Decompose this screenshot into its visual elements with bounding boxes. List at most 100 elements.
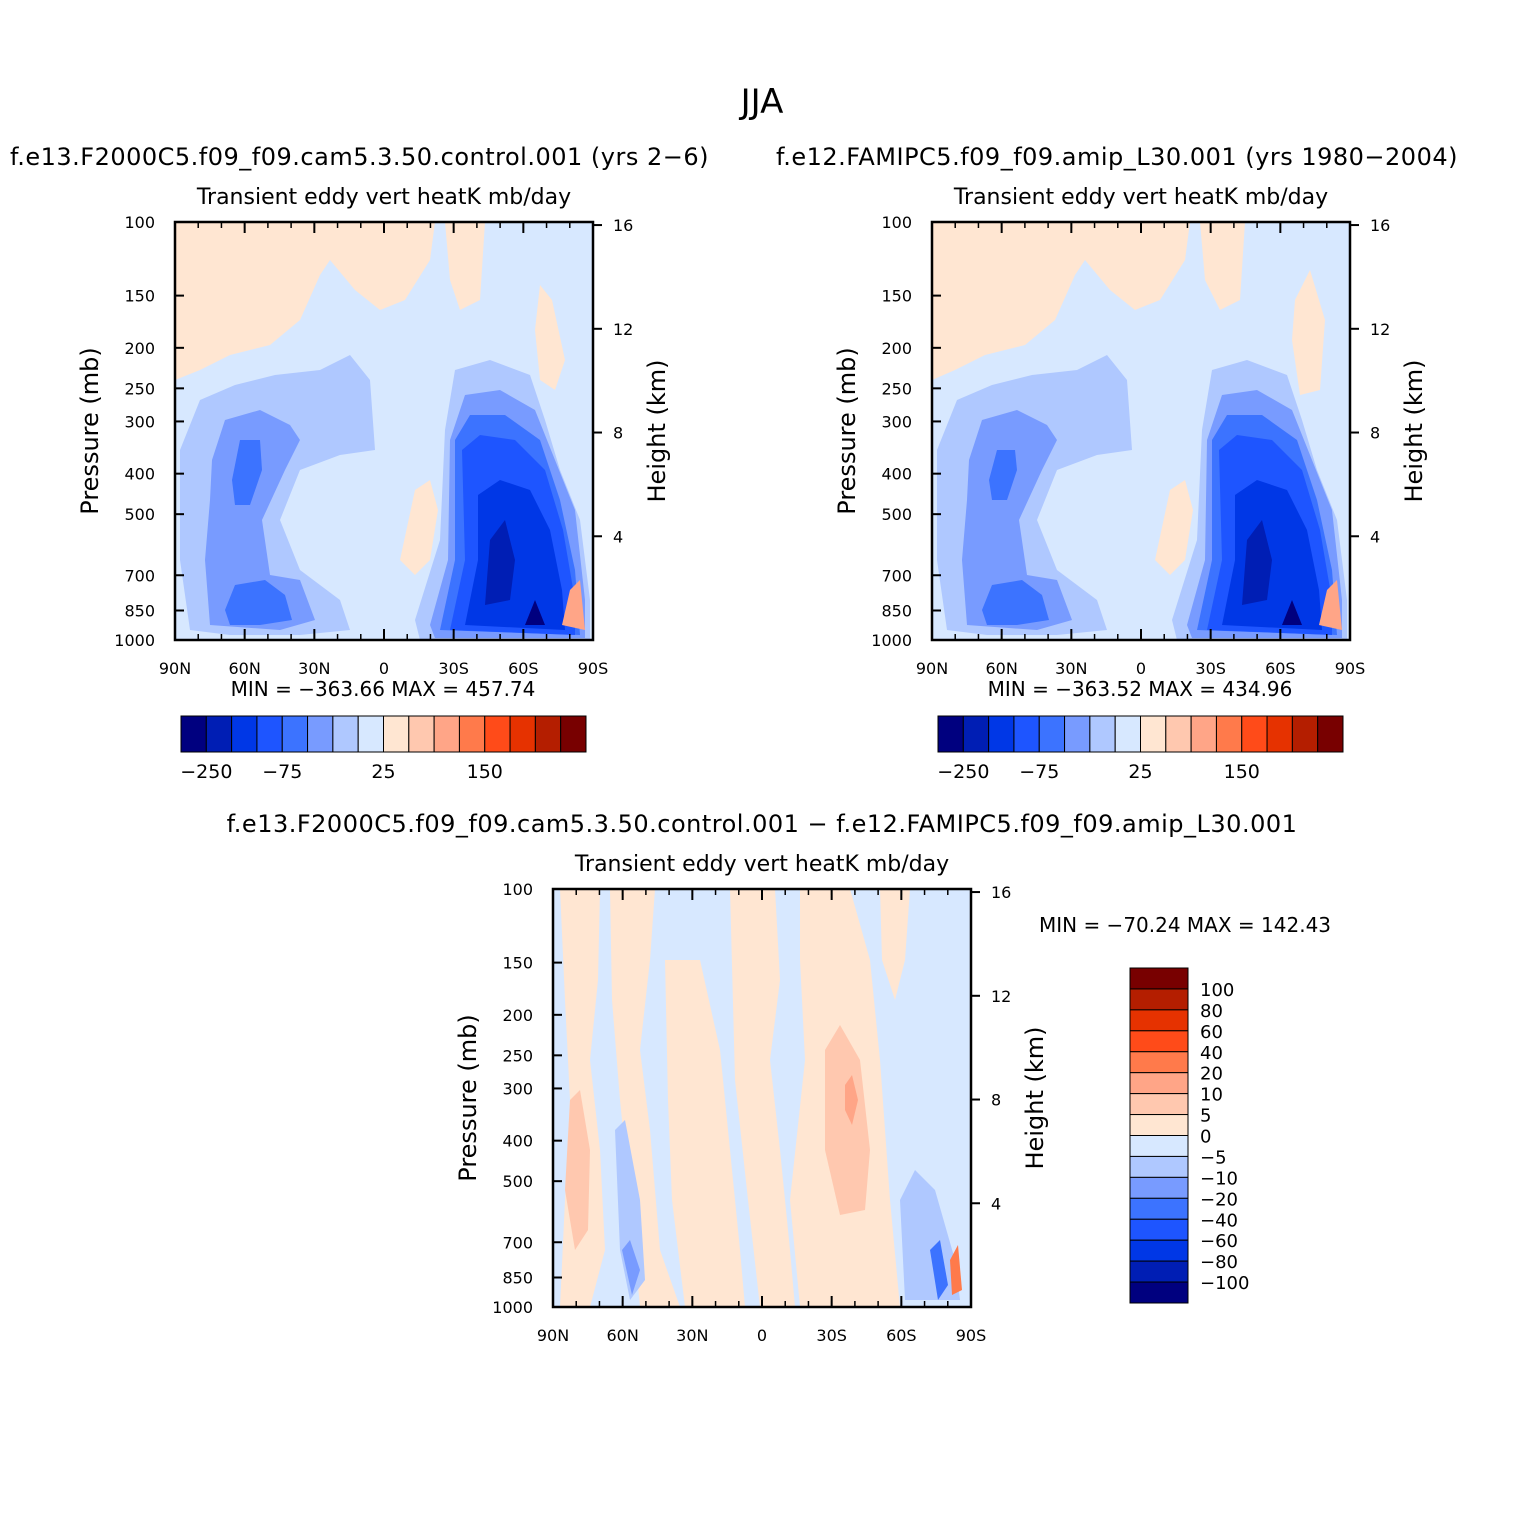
plot1-ytick-label: 150 bbox=[124, 287, 155, 306]
plot2-ytick-label: 700 bbox=[881, 566, 912, 585]
plot3-colorbar-label: 10 bbox=[1200, 1085, 1223, 1106]
plot3-colorbar-box bbox=[1129, 1093, 1189, 1116]
plot3-ytick-label: 1000 bbox=[492, 1298, 533, 1317]
plot2-colorbar-box bbox=[1089, 715, 1116, 753]
plot1-ylabel-right: Height (km) bbox=[643, 360, 671, 503]
plot2-xtick-label: 30N bbox=[1055, 659, 1087, 678]
plot2-ytick-right-label: 8 bbox=[1370, 424, 1380, 443]
plot3-contour-orange-3 bbox=[845, 1075, 858, 1125]
chart-panel-1: 100150200250300400500700850100048121690N… bbox=[76, 185, 671, 783]
plot1-contour-sh-6 bbox=[485, 520, 515, 605]
plot1-ytick-label: 100 bbox=[124, 213, 155, 232]
plot3-colorbar-box bbox=[1129, 1114, 1189, 1136]
plot3-ytick-right-label: 8 bbox=[991, 1091, 1001, 1110]
plot3-colorbar-box bbox=[1129, 1197, 1189, 1220]
plot3-ytick-label: 300 bbox=[502, 1079, 533, 1098]
plot2-ytick-right-label: 12 bbox=[1370, 320, 1390, 339]
plot1-contour-nh-3 bbox=[232, 440, 262, 505]
plot3-xtick-label: 90N bbox=[537, 1326, 569, 1345]
plot3-contour-blue-4 bbox=[930, 1240, 948, 1300]
page-title: JJA bbox=[740, 82, 784, 122]
plot1-colorbar-label: −250 bbox=[180, 761, 232, 783]
plot2-contour-nh-2 bbox=[962, 410, 1072, 630]
plot2-xtick-label: 90N bbox=[916, 659, 948, 678]
plot3-colorbar-box bbox=[1129, 1051, 1189, 1074]
plot3-colorbar-box bbox=[1129, 1176, 1189, 1199]
plot3-contour-blue-3 bbox=[900, 1170, 960, 1300]
plot2-contour-polar-positive bbox=[1319, 580, 1342, 630]
plot1-ylabel: Pressure (mb) bbox=[76, 347, 104, 514]
plot3-colorbar-box bbox=[1129, 1155, 1189, 1178]
plot3-colorbar-box bbox=[1129, 988, 1189, 1011]
plot3-ytick-label: 150 bbox=[502, 954, 533, 973]
plot2-ylabel: Pressure (mb) bbox=[833, 347, 861, 514]
plot3-colorbar-box bbox=[1129, 1030, 1189, 1053]
plot3-ytick-label: 400 bbox=[502, 1132, 533, 1151]
plot3-xtick-label: 60N bbox=[607, 1326, 639, 1345]
plot2-colorbar-box bbox=[1114, 715, 1141, 753]
plot3-contour-red-1 bbox=[950, 1245, 962, 1295]
plot3-ytick-right-label: 12 bbox=[991, 987, 1011, 1006]
plot2-ytick-label: 150 bbox=[881, 287, 912, 306]
plot3-colorbar-label: −20 bbox=[1200, 1189, 1238, 1210]
plot1-ytick-right-label: 4 bbox=[613, 527, 623, 546]
plot1-colorbar-label: −75 bbox=[262, 761, 302, 783]
plot3-colorbar-label: −80 bbox=[1200, 1252, 1238, 1273]
plot2-contour-sh-6 bbox=[1242, 520, 1272, 605]
plot1-colorbar-box bbox=[433, 715, 460, 753]
plot2-contour-nh-3 bbox=[989, 450, 1017, 500]
plot2-colorbar-label: 150 bbox=[1224, 761, 1260, 783]
plot1-ytick-right-label: 16 bbox=[613, 216, 633, 235]
plot1-xtick-label: 30N bbox=[298, 659, 330, 678]
plot3-title: Transient eddy vert heatK mb/day bbox=[574, 852, 949, 877]
plot1-xtick-label: 30S bbox=[438, 659, 469, 678]
plot3-xtick-label: 0 bbox=[757, 1326, 767, 1345]
plot1-colorbar-box bbox=[408, 715, 435, 753]
plot3-colorbar-label: 0 bbox=[1200, 1127, 1211, 1148]
plot2-ytick-right-label: 16 bbox=[1370, 216, 1390, 235]
plot2-colorbar-label: −250 bbox=[937, 761, 989, 783]
plot2-colorbar-box bbox=[1241, 715, 1268, 753]
plot1-stats: MIN = −363.66 MAX = 457.74 bbox=[231, 677, 536, 701]
plot2-ytick-label: 300 bbox=[881, 412, 912, 431]
plot2-xtick-label: 60N bbox=[986, 659, 1018, 678]
panel1-header: f.e13.F2000C5.f09_f09.cam5.3.50.control.… bbox=[10, 143, 709, 171]
plot3-xtick-label: 30S bbox=[816, 1326, 847, 1345]
plot2-colorbar-box bbox=[1064, 715, 1091, 753]
plot3-colorbar-label: 5 bbox=[1200, 1106, 1211, 1127]
plot3-colorbar-box bbox=[1129, 1072, 1189, 1095]
plot3-ytick-label: 850 bbox=[502, 1268, 533, 1287]
plot3-colorbar-box bbox=[1129, 1281, 1189, 1304]
plot3-ytick-label: 700 bbox=[502, 1233, 533, 1252]
plot1-colorbar-box bbox=[180, 715, 207, 753]
plot1-xtick-label: 60S bbox=[508, 659, 539, 678]
plot2-colorbar-box bbox=[937, 715, 964, 753]
plot2-stats: MIN = −363.52 MAX = 434.96 bbox=[988, 677, 1293, 701]
panel3-header: f.e13.F2000C5.f09_f09.cam5.3.50.control.… bbox=[226, 810, 1298, 838]
plot3-ytick-label: 500 bbox=[502, 1172, 533, 1191]
plot1-ytick-right-label: 8 bbox=[613, 424, 623, 443]
plot3-contour-blue-1 bbox=[615, 1120, 645, 1300]
plot1-ytick-right-label: 12 bbox=[613, 320, 633, 339]
plot1-xtick-label: 0 bbox=[379, 659, 389, 678]
plot2-ytick-right-label: 4 bbox=[1370, 527, 1380, 546]
plot2-colorbar-box bbox=[1317, 715, 1344, 753]
plot1-xtick-label: 90S bbox=[578, 659, 609, 678]
plot2-contour-nh-4 bbox=[982, 580, 1049, 625]
plot1-colorbar-box bbox=[256, 715, 283, 753]
plot2-colorbar-label: 25 bbox=[1128, 761, 1152, 783]
plot2-colorbar-box bbox=[1190, 715, 1217, 753]
plot3-contour-peach-4 bbox=[730, 889, 795, 1307]
plot3-colorbar-label: −60 bbox=[1200, 1231, 1238, 1252]
plot1-colorbar-box bbox=[307, 715, 334, 753]
plot3-xtick-label: 30N bbox=[676, 1326, 708, 1345]
plot1-contour-polar-positive bbox=[562, 580, 585, 630]
plot1-colorbar-label: 25 bbox=[371, 761, 395, 783]
plot3-colorbar-box bbox=[1129, 1260, 1189, 1283]
plot3-ylabel: Pressure (mb) bbox=[454, 1014, 482, 1181]
plot2-contour-positive-upper-2 bbox=[1200, 222, 1245, 310]
plot3-colorbar-label: 100 bbox=[1200, 980, 1234, 1001]
plot3-contour-orange-2 bbox=[825, 1025, 870, 1215]
plot2-ylabel-right: Height (km) bbox=[1400, 360, 1428, 503]
plot2-colorbar-box bbox=[962, 715, 990, 753]
